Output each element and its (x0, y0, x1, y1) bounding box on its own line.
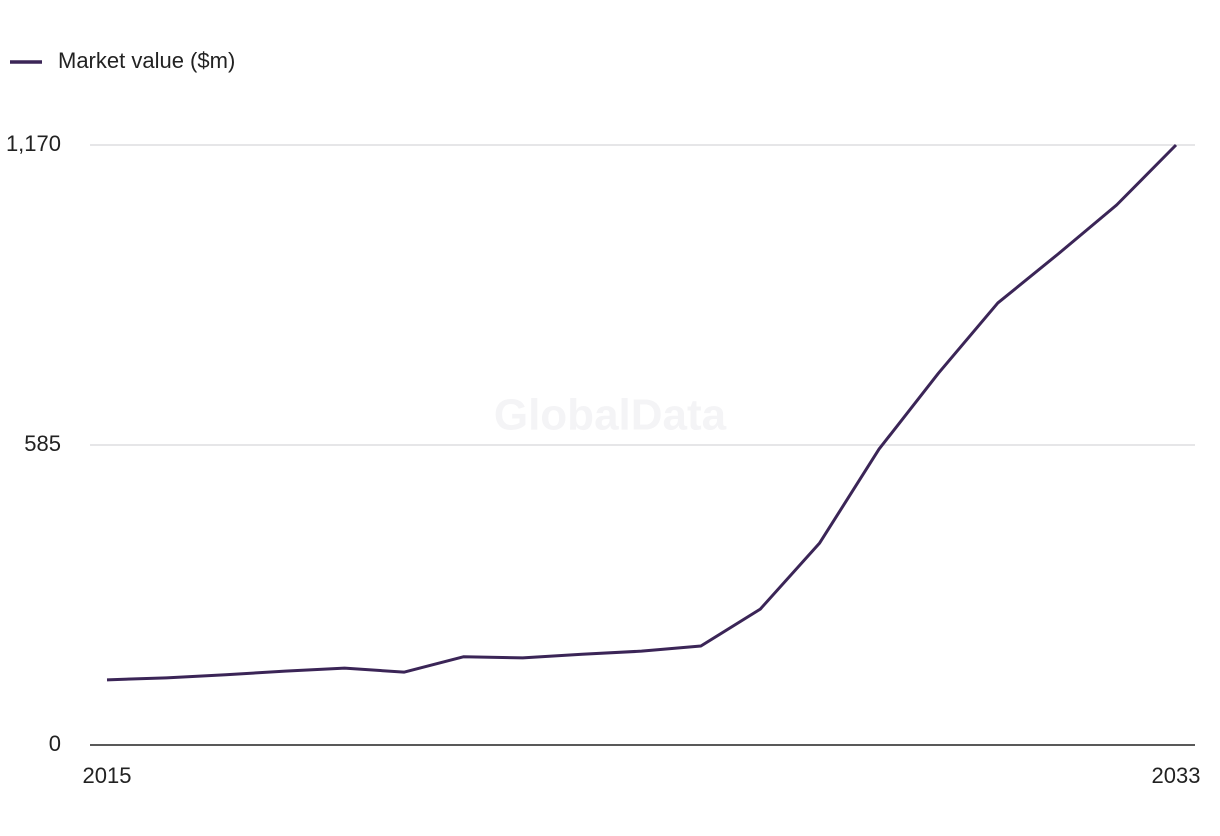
x-tick-label: 2015 (83, 763, 132, 788)
y-tick-label: 1,170 (6, 131, 61, 156)
line (106, 143, 1178, 682)
legend-label: Market value ($m) (58, 48, 235, 73)
y-tick-label: 0 (49, 731, 61, 756)
x-tick-label: 2033 (1152, 763, 1201, 788)
y-tick-label: 585 (24, 431, 61, 456)
watermark: GlobalData (494, 391, 727, 440)
